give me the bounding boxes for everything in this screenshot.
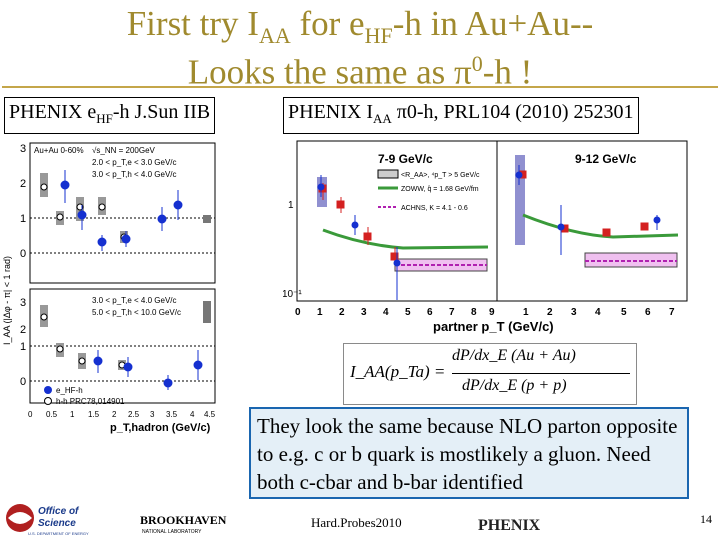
left-xtick: 2.5 [128,410,140,419]
equation-lhs: I_AA(p_Ta) = [350,362,446,381]
bnl-logo: BROOKHAVEN NATIONAL LABORATORY [140,513,227,535]
right-ytick: 1 [288,200,294,211]
slide-title-line2: Looks the same as π0-h ! [187,51,533,92]
right-plot: 7-9 GeV/c 9-12 GeV/c <R_AA>, ⁴p_T > 5 Ge… [283,135,703,335]
doe-line1: Office of [38,506,80,517]
left-legend-line: 3.0 < p_T,h < 4.0 GeV/c [92,170,177,179]
top-ehf-points [60,170,183,251]
right-xlabel: partner p_T (GeV/c) [433,319,554,334]
fraction-bar [452,373,630,374]
left-ytick: 3 [20,297,26,309]
bnl-sub: NATIONAL LABORATORY [142,529,202,535]
left-plot: I_AA (|Δφ - π| < 1 rad) 3 2 1 0 3 2 1 0 … [0,135,240,435]
left-ytick: 1 [20,213,26,225]
conference-name: Hard.Probes2010 [311,515,402,530]
doe-logo: Office of Science U.S. DEPARTMENT OF ENE… [6,504,89,536]
slide-title-line1: First try IAA for eHF-h in Au+Au-- [126,4,594,48]
right-caption: PHENIX IAA π0-h, PRL104 (2010) 252301 [283,97,639,134]
right-xtick: 5 [621,307,627,318]
left-xtick: 2 [112,410,117,419]
left-series-legend: h-h PRC78,014901 [56,397,125,406]
right-legend: <R_AA>, ⁴p_T > 5 GeV/c [401,172,480,179]
phenix-logo: PHENIX [478,517,541,534]
left-xtick: 1.5 [88,410,100,419]
left-xtick: 0 [28,410,33,419]
left-xlabel: p_T,hadron (GeV/c) [110,422,211,434]
right-xtick: 2 [547,307,553,318]
left-legend-line: Au+Au 0-60% [34,146,84,155]
right-xtick: 2 [339,307,345,318]
explanation-note: They look the same because NLO parton op… [249,407,689,499]
equation-denominator: dP/dx_E (p + p) [462,377,567,394]
left-caption: PHENIX eHF-h J.Sun IIB [4,97,216,134]
right-xtick: 3 [361,307,367,318]
left-legend-line: 5.0 < p_T,h < 10.0 GeV/c [92,308,181,317]
left-legend-line: √s_NN = 200GeV [92,146,156,155]
right-xtick: 6 [427,307,433,318]
right-xtick: 1 [523,307,529,318]
left-ylabel: I_AA (|Δφ - π| < 1 rad) [2,256,12,345]
right-xtick: 0 [295,307,301,318]
equation-numerator: dP/dx_E (Au + Au) [452,347,576,364]
left-xtick: 4 [190,410,195,419]
left-series-legend: e_HF-h [56,386,83,395]
left-ytick: 3 [20,143,26,155]
bottom-ehf-points [93,350,203,390]
left-legend-line: 2.0 < p_T,e < 3.0 GeV/c [92,158,177,167]
left-xtick: 3.5 [166,410,178,419]
left-xtick: 4.5 [204,410,216,419]
right-xtick: 8 [471,307,477,318]
right-xtick: 9 [489,307,495,318]
doe-line3: U.S. DEPARTMENT OF ENERGY [28,531,89,536]
slide-number: 14 [700,512,712,526]
right-xtick: 4 [383,307,389,318]
right-xtick: 4 [595,307,601,318]
right-legend: ACHNS, K = 4.1 - 0.6 [401,205,468,212]
right-xtick: 3 [571,307,577,318]
left-ytick: 1 [20,341,26,353]
right-xtick: 6 [645,307,651,318]
left-xtick: 0.5 [46,410,58,419]
left-ytick: 0 [20,376,26,388]
right-xtick: 7 [669,307,675,318]
left-legend-line: 3.0 < p_T,e < 4.0 GeV/c [92,296,177,305]
right-legend: ZOWW, q̂ = 1.68 GeV/fm [401,186,479,193]
doe-line2: Science [38,518,76,529]
right-xtick: 7 [449,307,455,318]
left-ytick: 2 [20,178,26,190]
title-divider [2,86,718,88]
left-ytick: 2 [20,324,26,336]
left-xtick: 3 [150,410,155,419]
left-xtick: 1 [70,410,75,419]
right-xtick: 5 [405,307,411,318]
left-ytick: 0 [20,248,26,260]
right-panel1-title: 7-9 GeV/c [378,152,433,166]
bnl-name: BROOKHAVEN [140,513,227,527]
bottom-hh-points [40,301,211,370]
phenix-name: PHENIX [478,517,541,534]
right-xtick: 1 [317,307,323,318]
right-ytick: 10⁻¹ [283,289,302,300]
iaa-equation: I_AA(p_Ta) = dP/dx_E (Au + Au) dP/dx_E (… [343,343,637,405]
right-panel2-title: 9-12 GeV/c [575,152,637,166]
